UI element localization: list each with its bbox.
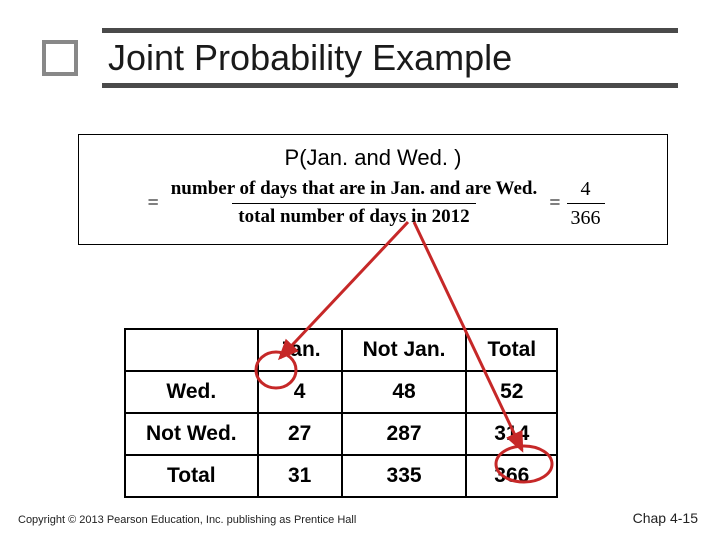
- title-bullet-square: [42, 40, 78, 76]
- cell-total-notjan: 335: [342, 455, 467, 497]
- row-label: Not Wed.: [125, 413, 258, 455]
- formula-box: P(Jan. and Wed. ) = number of days that …: [78, 134, 668, 245]
- cell-notwed-total: 314: [466, 413, 557, 455]
- formula-fraction-words: number of days that are in Jan. and are …: [165, 178, 544, 229]
- table-corner-blank: [125, 329, 258, 371]
- equals-sign-1: =: [141, 192, 164, 215]
- cell-notwed-jan: 27: [258, 413, 342, 455]
- col-header: Total: [466, 329, 557, 371]
- formula-denominator-words: total number of days in 2012: [232, 203, 475, 229]
- cell-wed-notjan: 48: [342, 371, 467, 413]
- row-label: Wed.: [125, 371, 258, 413]
- formula-denominator-number: 366: [567, 203, 605, 230]
- cell-wed-total: 52: [466, 371, 557, 413]
- cell-notwed-notjan: 287: [342, 413, 467, 455]
- cell-total-jan: 31: [258, 455, 342, 497]
- title-line: Joint Probability Example: [42, 33, 678, 83]
- table-row: Not Wed. 27 287 314: [125, 413, 557, 455]
- footer-copyright: Copyright © 2013 Pearson Education, Inc.…: [18, 514, 356, 526]
- formula-numerator-words: number of days that are in Jan. and are …: [165, 178, 544, 203]
- table-header-row: Jan. Not Jan. Total: [125, 329, 557, 371]
- formula-fraction-numbers: 4 366: [567, 177, 605, 230]
- formula-header: P(Jan. and Wed. ): [93, 145, 653, 171]
- col-header: Jan.: [258, 329, 342, 371]
- title-block: Joint Probability Example: [42, 28, 678, 88]
- title-rule-bottom: [102, 83, 678, 88]
- col-header: Not Jan.: [342, 329, 467, 371]
- page-title: Joint Probability Example: [108, 37, 512, 79]
- row-label: Total: [125, 455, 258, 497]
- table-row: Total 31 335 366: [125, 455, 557, 497]
- contingency-table: Jan. Not Jan. Total Wed. 4 48 52 Not Wed…: [124, 328, 558, 498]
- footer-page-number: Chap 4-15: [633, 510, 698, 526]
- equals-sign-2: =: [543, 192, 566, 215]
- cell-total-total: 366: [466, 455, 557, 497]
- table-row: Wed. 4 48 52: [125, 371, 557, 413]
- cell-wed-jan: 4: [258, 371, 342, 413]
- formula-row: = number of days that are in Jan. and ar…: [93, 177, 653, 230]
- formula-numerator-number: 4: [577, 177, 595, 203]
